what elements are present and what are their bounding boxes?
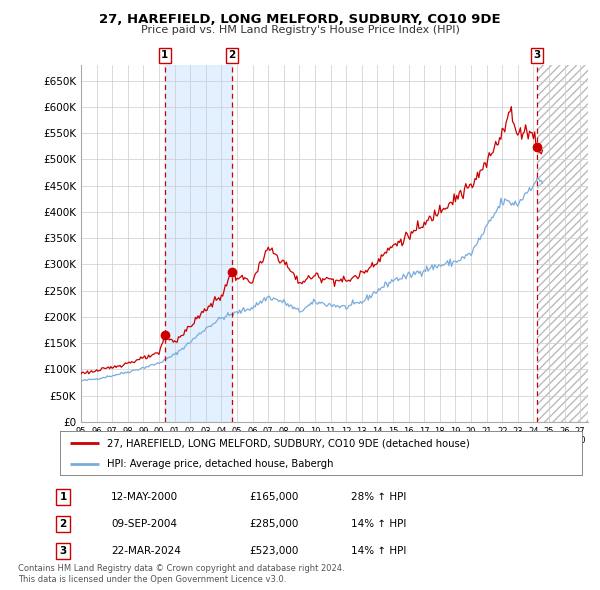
Text: Price paid vs. HM Land Registry's House Price Index (HPI): Price paid vs. HM Land Registry's House … <box>140 25 460 35</box>
Text: 12-MAY-2000: 12-MAY-2000 <box>111 492 178 502</box>
Text: 09-SEP-2004: 09-SEP-2004 <box>111 519 177 529</box>
Text: 2: 2 <box>59 519 67 529</box>
Text: 14% ↑ HPI: 14% ↑ HPI <box>351 519 406 529</box>
Text: 27, HAREFIELD, LONG MELFORD, SUDBURY, CO10 9DE (detached house): 27, HAREFIELD, LONG MELFORD, SUDBURY, CO… <box>107 438 470 448</box>
Text: £285,000: £285,000 <box>249 519 298 529</box>
Text: £165,000: £165,000 <box>249 492 298 502</box>
Text: 14% ↑ HPI: 14% ↑ HPI <box>351 546 406 556</box>
Text: 27, HAREFIELD, LONG MELFORD, SUDBURY, CO10 9DE: 27, HAREFIELD, LONG MELFORD, SUDBURY, CO… <box>99 13 501 26</box>
Text: Contains HM Land Registry data © Crown copyright and database right 2024.: Contains HM Land Registry data © Crown c… <box>18 565 344 573</box>
Bar <box>537 65 588 422</box>
Text: 3: 3 <box>59 546 67 556</box>
Text: HPI: Average price, detached house, Babergh: HPI: Average price, detached house, Babe… <box>107 459 334 469</box>
Text: 1: 1 <box>59 492 67 502</box>
Text: This data is licensed under the Open Government Licence v3.0.: This data is licensed under the Open Gov… <box>18 575 286 584</box>
Text: 28% ↑ HPI: 28% ↑ HPI <box>351 492 406 502</box>
Text: 3: 3 <box>533 51 541 60</box>
Text: 1: 1 <box>161 51 168 60</box>
Bar <box>164 65 232 422</box>
Text: 2: 2 <box>229 51 236 60</box>
Text: 22-MAR-2024: 22-MAR-2024 <box>111 546 181 556</box>
Text: £523,000: £523,000 <box>249 546 298 556</box>
